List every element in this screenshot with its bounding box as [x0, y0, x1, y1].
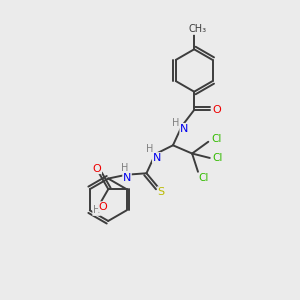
- Text: O: O: [93, 164, 101, 173]
- Text: H: H: [121, 163, 129, 173]
- Text: O: O: [212, 105, 221, 115]
- Text: N: N: [153, 153, 161, 163]
- Text: N: N: [180, 124, 188, 134]
- Text: H: H: [172, 118, 180, 128]
- Text: H: H: [93, 206, 100, 215]
- Text: CH₃: CH₃: [189, 24, 207, 34]
- Text: Cl: Cl: [213, 153, 223, 163]
- Text: S: S: [158, 187, 165, 197]
- Text: O: O: [99, 202, 107, 212]
- Text: Cl: Cl: [212, 134, 222, 144]
- Text: H: H: [146, 144, 154, 154]
- Text: N: N: [123, 173, 131, 183]
- Text: Cl: Cl: [199, 173, 209, 183]
